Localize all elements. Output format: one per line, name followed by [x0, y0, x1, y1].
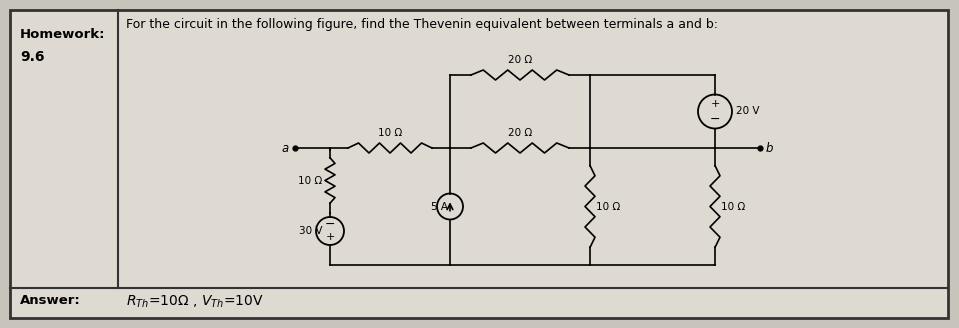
- Text: 10 Ω: 10 Ω: [298, 175, 322, 186]
- Text: 9.6: 9.6: [20, 50, 44, 64]
- Text: $R_{Th}$=10Ω , $V_{Th}$=10V: $R_{Th}$=10Ω , $V_{Th}$=10V: [126, 294, 264, 310]
- Text: −: −: [325, 218, 336, 231]
- Text: 5 A: 5 A: [431, 201, 448, 212]
- Text: b: b: [766, 141, 774, 154]
- Text: 30 V: 30 V: [299, 226, 322, 236]
- Text: 10 Ω: 10 Ω: [596, 201, 620, 212]
- Text: For the circuit in the following figure, find the Thevenin equivalent between te: For the circuit in the following figure,…: [126, 18, 718, 31]
- Text: 20 Ω: 20 Ω: [508, 55, 532, 65]
- Text: Answer:: Answer:: [20, 294, 81, 307]
- Text: 20 Ω: 20 Ω: [508, 128, 532, 138]
- Text: 10 Ω: 10 Ω: [721, 201, 745, 212]
- FancyBboxPatch shape: [10, 10, 948, 318]
- Text: +: +: [325, 232, 335, 242]
- Text: a: a: [282, 141, 289, 154]
- Text: +: +: [711, 99, 719, 109]
- Text: 20 V: 20 V: [736, 107, 760, 116]
- Text: 10 Ω: 10 Ω: [378, 128, 402, 138]
- Text: Homework:: Homework:: [20, 28, 105, 41]
- Text: −: −: [710, 113, 720, 126]
